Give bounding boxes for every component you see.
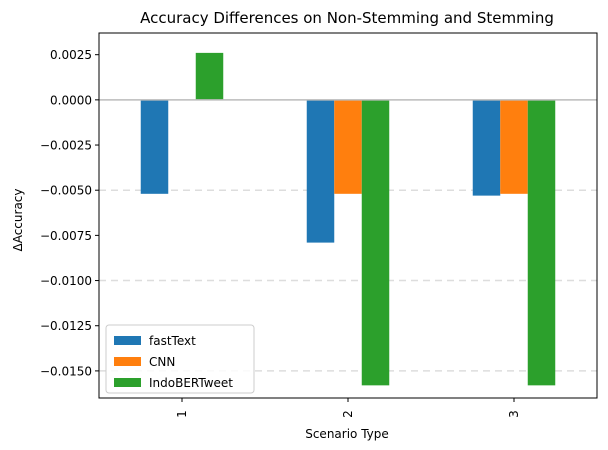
bar-IndoBERTweet-1 (195, 52, 224, 100)
y-axis: 0.0025 0.0000 −0.0025 −0.0050 −0.0075 −0.0100… (40, 48, 99, 378)
bar-fastText-1 (140, 99, 169, 194)
x-tick-label: 2 (341, 410, 355, 418)
y-tick-label: −0.0025 (40, 139, 92, 153)
bar-IndoBERTweet-2 (361, 99, 390, 386)
chart-title: Accuracy Differences on Non-Stemming and… (140, 9, 554, 27)
legend-label-CNN: CNN (149, 355, 175, 369)
legend-label-fastText: fastText (149, 334, 196, 348)
legend-swatch-fastText (114, 336, 141, 345)
y-tick-label: 0.0025 (50, 48, 92, 62)
y-tick-label: −0.0050 (40, 184, 92, 198)
bars (140, 52, 556, 386)
y-tick-label: 0.0000 (50, 93, 92, 107)
y-axis-label: ΔAccuracy (11, 189, 25, 252)
legend-swatch-CNN (114, 357, 141, 366)
y-tick-label: −0.0150 (40, 364, 92, 378)
x-tick-label: 1 (175, 410, 189, 418)
bar-CNN-2 (334, 99, 362, 194)
y-tick-label: −0.0075 (40, 229, 92, 243)
legend-swatch-IndoBERTweet (114, 378, 141, 387)
bar-fastText-2 (306, 99, 335, 243)
x-axis: 1 2 3 (175, 398, 521, 418)
legend: fastText CNN IndoBERTweet (105, 324, 255, 394)
x-axis-label: Scenario Type (305, 427, 389, 441)
y-tick-label: −0.0125 (40, 319, 92, 333)
bar-CNN-3 (500, 99, 528, 194)
bar-IndoBERTweet-3 (527, 99, 556, 386)
legend-box (105, 324, 255, 394)
plot-frame (98, 32, 598, 399)
bar-fastText-3 (472, 99, 501, 196)
x-tick-label: 3 (507, 410, 521, 418)
legend-label-IndoBERTweet: IndoBERTweet (149, 376, 233, 390)
y-tick-label: −0.0100 (40, 274, 92, 288)
